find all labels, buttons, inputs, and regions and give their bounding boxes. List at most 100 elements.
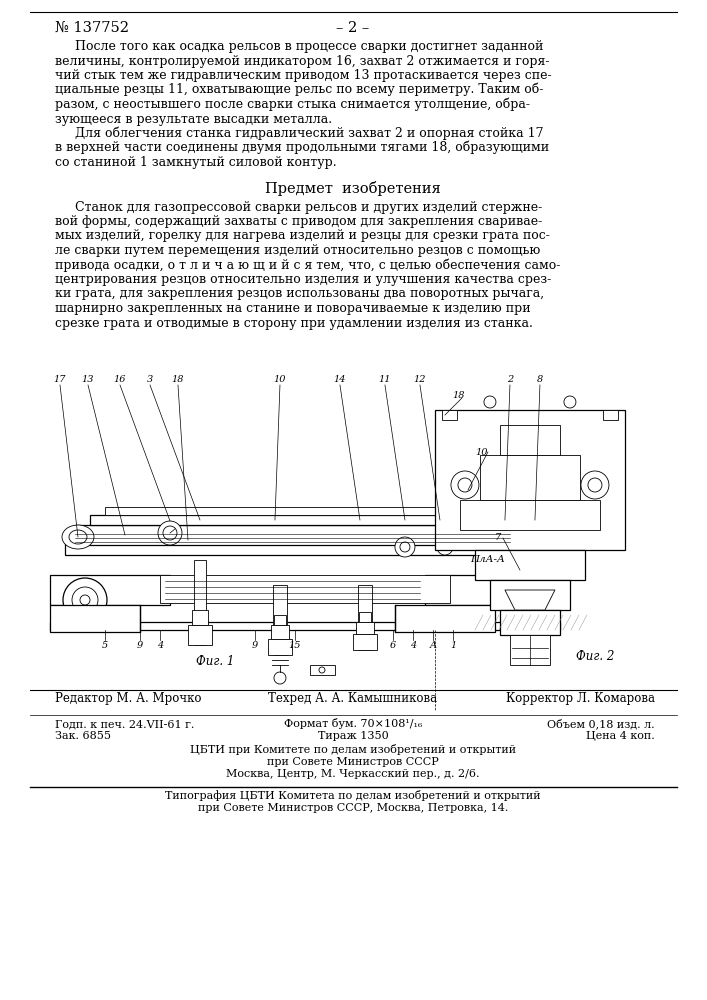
Text: 4: 4	[410, 641, 416, 650]
Text: Объем 0,18 изд. л.: Объем 0,18 изд. л.	[547, 718, 655, 729]
Text: ле сварки путем перемещения изделий относительно резцов с помощью: ле сварки путем перемещения изделий отно…	[55, 244, 540, 257]
Bar	[188, 625, 212, 645]
Text: Типография ЦБТИ Комитета по делам изобретений и открытий: Типография ЦБТИ Комитета по делам изобре…	[165, 790, 541, 801]
Circle shape	[484, 396, 496, 408]
Bar	[310, 665, 335, 675]
Text: 18: 18	[452, 391, 464, 400]
Circle shape	[163, 526, 177, 540]
Bar	[75, 525, 535, 545]
Text: ки грата, для закрепления резцов использованы два поворотных рычага,: ки грата, для закрепления резцов использ…	[55, 288, 544, 300]
Text: привода осадки, о т л и ч а ю щ и й с я тем, что, с целью обеспечения само-: привода осадки, о т л и ч а ю щ и й с я …	[55, 258, 561, 271]
Text: зующееся в результате высадки металла.: зующееся в результате высадки металла.	[55, 112, 332, 125]
Circle shape	[503, 578, 547, 622]
Text: при Совете Министров СССР, Москва, Петровка, 14.: при Совете Министров СССР, Москва, Петро…	[198, 803, 508, 813]
Text: Годп. к печ. 24.VII-61 г.: Годп. к печ. 24.VII-61 г.	[55, 719, 194, 729]
Text: Фиг. 2: Фиг. 2	[575, 650, 614, 663]
Text: 8: 8	[537, 375, 543, 384]
Circle shape	[458, 478, 472, 492]
Bar	[603, 410, 618, 420]
Text: Для облегчения станка гидравлический захват 2 и опорная стойка 17: Для облегчения станка гидравлический зах…	[55, 126, 544, 140]
Circle shape	[63, 578, 107, 622]
Text: шарнирно закрепленных на станине и поворачиваемые к изделию при: шарнирно закрепленных на станине и повор…	[55, 302, 531, 315]
Text: Зак. 6855: Зак. 6855	[55, 731, 111, 741]
Bar	[435, 410, 625, 550]
Text: 10: 10	[475, 448, 487, 457]
Bar	[425, 575, 560, 605]
Circle shape	[520, 595, 530, 605]
Text: 9: 9	[252, 641, 258, 650]
Bar	[510, 635, 550, 665]
Bar	[271, 625, 289, 639]
Text: 5: 5	[102, 641, 108, 650]
Text: № 137752: № 137752	[55, 21, 129, 35]
Bar	[395, 605, 495, 632]
Text: 13: 13	[82, 375, 94, 384]
Text: 11: 11	[379, 375, 391, 384]
Bar	[442, 410, 457, 420]
Text: Цена 4 коп.: Цена 4 коп.	[586, 731, 655, 741]
Text: циальные резцы 11, охватывающие рельс по всему периметру. Таким об-: циальные резцы 11, охватывающие рельс по…	[55, 83, 544, 97]
Text: ЦБТИ при Комитете по делам изобретений и открытий: ЦБТИ при Комитете по делам изобретений и…	[190, 744, 516, 755]
Bar	[460, 500, 600, 530]
Bar	[500, 425, 560, 455]
Text: Формат бум. 70×108¹/₁₆: Формат бум. 70×108¹/₁₆	[284, 718, 422, 729]
Text: Фиг. 1: Фиг. 1	[196, 655, 234, 668]
Text: Корректор Л. Комарова: Корректор Л. Комарова	[506, 692, 655, 705]
Bar	[273, 585, 287, 655]
Bar	[50, 575, 170, 605]
Text: 4: 4	[157, 641, 163, 650]
Text: 12: 12	[414, 375, 426, 384]
Text: 18: 18	[172, 375, 185, 384]
Text: Тираж 1350: Тираж 1350	[317, 731, 388, 741]
Circle shape	[158, 521, 182, 545]
Text: – 2 –: – 2 –	[337, 21, 370, 35]
Text: срезке грата и отводимые в сторону при удамлении изделия из станка.: срезке грата и отводимые в сторону при у…	[55, 316, 533, 330]
Text: мых изделий, горелку для нагрева изделий и резцы для срезки грата пос-: мых изделий, горелку для нагрева изделий…	[55, 230, 550, 242]
Text: 1: 1	[450, 641, 456, 650]
Ellipse shape	[62, 525, 94, 549]
Circle shape	[522, 529, 538, 545]
Bar	[160, 575, 450, 603]
Text: ПлА-А: ПлА-А	[470, 555, 505, 564]
Text: 7: 7	[495, 533, 501, 542]
Text: разом, с неостывшего после сварки стыка снимается утолщение, обра-: разом, с неостывшего после сварки стыка …	[55, 98, 530, 111]
Circle shape	[581, 471, 609, 499]
Text: 2: 2	[507, 375, 513, 384]
Bar	[490, 580, 570, 610]
Circle shape	[564, 396, 576, 408]
Text: 10: 10	[274, 375, 286, 384]
Text: центрирования резцов относительно изделия и улучшения качества срез-: центрирования резцов относительно издели…	[55, 273, 551, 286]
Text: со станиной 1 замкнутый силовой контур.: со станиной 1 замкнутый силовой контур.	[55, 156, 337, 169]
Bar	[480, 455, 580, 500]
Text: Техред А. А. Камышникова: Техред А. А. Камышникова	[269, 692, 438, 705]
Circle shape	[437, 539, 453, 555]
Bar	[50, 622, 560, 630]
Text: 14: 14	[334, 375, 346, 384]
Circle shape	[588, 478, 602, 492]
Bar	[268, 639, 292, 655]
Bar	[353, 634, 377, 650]
Text: в верхней части соединены двумя продольными тягами 18, образующими: в верхней части соединены двумя продольн…	[55, 141, 549, 154]
Circle shape	[400, 542, 410, 552]
Text: 9: 9	[137, 641, 143, 650]
Bar	[65, 540, 545, 555]
Bar	[105, 507, 505, 515]
Polygon shape	[505, 590, 555, 610]
Circle shape	[72, 587, 98, 613]
Circle shape	[274, 672, 286, 684]
Text: После того как осадка рельсов в процессе сварки достигнет заданной: После того как осадка рельсов в процессе…	[55, 40, 544, 53]
Bar	[50, 605, 140, 632]
Text: Москва, Центр, М. Черкасский пер., д. 2/6.: Москва, Центр, М. Черкасский пер., д. 2/…	[226, 769, 480, 779]
Text: A: A	[429, 641, 436, 650]
Circle shape	[512, 587, 538, 613]
Ellipse shape	[69, 530, 87, 544]
Text: Станок для газопрессовой сварки рельсов и других изделий стержне-: Станок для газопрессовой сварки рельсов …	[55, 200, 542, 214]
Text: чий стык тем же гидравлическим приводом 13 протаскивается через спе-: чий стык тем же гидравлическим приводом …	[55, 69, 551, 82]
Bar	[475, 550, 585, 580]
Circle shape	[451, 471, 479, 499]
Bar	[274, 615, 286, 625]
Text: 3: 3	[147, 375, 153, 384]
Text: при Совете Министров СССР: при Совете Министров СССР	[267, 757, 439, 767]
Bar	[359, 612, 371, 622]
Bar	[192, 610, 208, 625]
